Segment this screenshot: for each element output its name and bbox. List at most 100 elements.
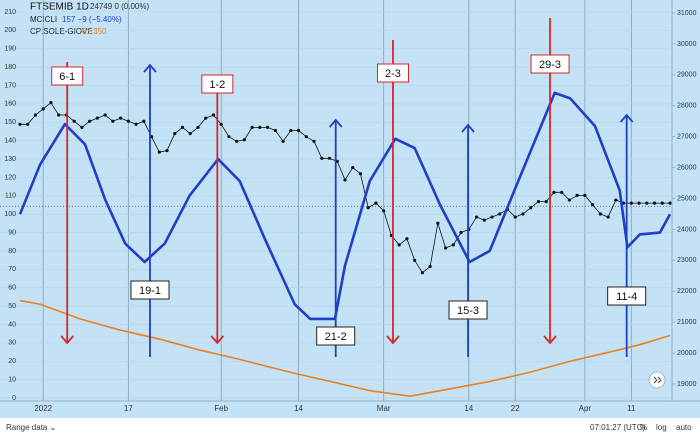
arrow-head: [543, 335, 557, 345]
point: [583, 193, 587, 198]
point: [474, 215, 479, 219]
point: [250, 125, 254, 129]
auto-toggle[interactable]: auto: [676, 423, 692, 432]
point: [382, 209, 386, 213]
arrow-head: [461, 123, 475, 133]
point: [513, 215, 517, 219]
point: [173, 131, 177, 136]
percent-toggle[interactable]: %: [640, 423, 647, 432]
point: [327, 156, 332, 160]
symbol-value: 24749 0 (0.00%): [90, 2, 149, 11]
point: [258, 125, 262, 129]
y-tick-label: 200: [4, 27, 16, 34]
y2-tick-label: 30000: [677, 41, 697, 48]
point: [103, 113, 107, 117]
arrow-head: [210, 335, 225, 345]
point: [629, 201, 633, 205]
scroll-button[interactable]: [648, 371, 666, 389]
point: [668, 201, 672, 205]
point: [88, 119, 92, 123]
log-toggle[interactable]: log: [656, 423, 667, 432]
point: [645, 201, 649, 205]
point: [420, 271, 424, 275]
point: [544, 199, 548, 204]
clock: 07:01:27 (UTC): [590, 423, 645, 432]
point: [614, 198, 618, 202]
annotation-label: 2-3: [385, 68, 401, 80]
x-tick-label: 11: [627, 404, 636, 413]
point: [126, 119, 130, 123]
range-button[interactable]: Range data ⌄: [6, 423, 56, 432]
footer-bar: [0, 418, 700, 437]
y-tick-label: 60: [8, 285, 16, 292]
point: [351, 165, 355, 170]
indicator-value: 157 −9 (−5.40%): [62, 15, 122, 24]
y-tick-label: 160: [4, 101, 16, 108]
point: [575, 193, 579, 198]
scroll-icon[interactable]: [653, 376, 662, 384]
y2-tick-label: 24000: [677, 226, 697, 233]
series-line: [18, 91, 672, 321]
point: [26, 122, 30, 126]
annotation-label: 11-4: [616, 291, 637, 303]
y-tick-label: 30: [8, 340, 16, 347]
y-tick-label: 20: [8, 358, 16, 365]
point: [498, 212, 502, 216]
annotation-label: 15-3: [457, 305, 479, 317]
y-tick-label: 140: [4, 138, 16, 145]
point: [598, 212, 602, 216]
point: [591, 203, 595, 207]
point: [529, 206, 533, 210]
y-tick-label: 120: [4, 174, 16, 181]
annotation-box: [316, 326, 356, 346]
point: [606, 215, 610, 219]
y-tick-label: 40: [8, 321, 16, 328]
annotation-label: 29-3: [539, 59, 561, 71]
annotation-box: [51, 66, 84, 86]
y-tick-label: 100: [4, 211, 16, 218]
indicator: CP:SOLE-GIOVE: [30, 27, 93, 36]
x-tick-label: 14: [294, 404, 303, 413]
point: [428, 264, 432, 269]
point: [219, 122, 223, 126]
y-tick-label: 90: [8, 229, 16, 236]
y-tick-label: 10: [8, 376, 16, 383]
y2-tick-label: 27000: [677, 134, 697, 141]
point: [180, 125, 185, 129]
indicator-value: 61.350: [82, 27, 107, 36]
point: [118, 116, 123, 120]
annotation-box: [376, 63, 409, 83]
point: [451, 243, 455, 247]
y2-tick-label: 19000: [677, 381, 697, 388]
point: [41, 107, 45, 111]
point: [204, 116, 208, 120]
point: [652, 201, 657, 205]
point: [72, 119, 76, 123]
point: [18, 122, 22, 126]
arrow-head: [143, 63, 157, 73]
point: [374, 201, 378, 205]
y-tick-label: 80: [8, 248, 16, 255]
point: [521, 212, 525, 216]
x-tick-label: Feb: [214, 404, 228, 413]
y-tick-label: 150: [4, 119, 16, 126]
point: [49, 101, 53, 105]
y-tick-label: 170: [4, 82, 16, 89]
point: [536, 199, 541, 204]
point: [165, 148, 169, 153]
point: [196, 125, 200, 129]
point: [111, 119, 115, 123]
point: [142, 119, 146, 123]
point: [188, 131, 192, 136]
x-tick-label: 14: [464, 404, 473, 413]
y2-tick-label: 20000: [677, 350, 697, 357]
point: [273, 128, 277, 133]
point: [95, 116, 99, 120]
annotation-box: [607, 286, 647, 306]
point: [552, 190, 556, 194]
point: [57, 113, 61, 117]
point: [33, 113, 38, 117]
arrow-head: [386, 335, 400, 345]
